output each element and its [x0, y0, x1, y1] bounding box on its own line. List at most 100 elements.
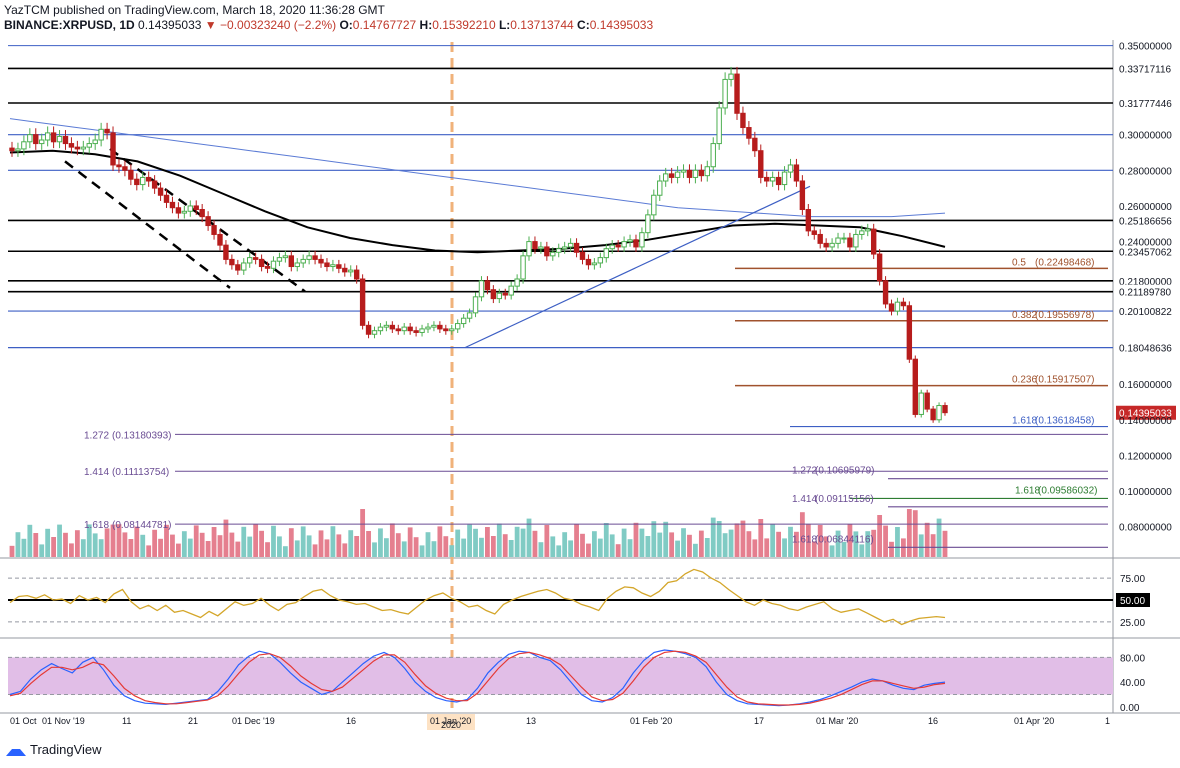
volume-bar	[407, 527, 413, 557]
level-label-box	[1116, 163, 1176, 178]
volume-bar	[223, 519, 229, 557]
candle-body	[33, 134, 39, 145]
volume-bar	[271, 525, 276, 557]
candle-body	[734, 73, 740, 114]
fib-extension-ratio: 1.618	[84, 520, 109, 531]
candle-body	[247, 257, 253, 264]
candle-body	[229, 258, 235, 266]
level-label-box	[1116, 284, 1176, 299]
volume-bar	[342, 543, 348, 557]
volume-bar	[467, 524, 472, 557]
level-label-box	[1116, 213, 1176, 228]
candle-body	[847, 237, 853, 248]
candle-body	[389, 324, 396, 330]
rsi-tick-label: 25.00	[1120, 618, 1145, 629]
volume-bar	[586, 543, 591, 557]
ma-long-line	[9, 118, 946, 218]
stoch-band	[8, 657, 1113, 695]
candle-body	[591, 262, 598, 266]
candle-body	[478, 280, 485, 298]
volume-bar	[158, 538, 163, 557]
candle-body	[882, 280, 889, 305]
volume-bar	[621, 528, 627, 557]
x-tick-label: 21	[188, 716, 198, 726]
candle-body	[561, 246, 568, 250]
candle-body	[597, 257, 604, 264]
volume-bar	[627, 539, 633, 557]
y-tick-label: 0.16000000	[1119, 380, 1172, 391]
close-value: 0.14395033	[589, 18, 654, 32]
volume-bar	[277, 536, 282, 557]
x-tick-label: 01 Dec '19	[232, 716, 275, 726]
candle-body	[585, 258, 592, 266]
volume-bar	[92, 533, 98, 557]
candle-body	[27, 134, 33, 143]
level-label: 0.25186656	[1119, 216, 1172, 227]
x-tick-label: 01 Feb '20	[630, 716, 672, 726]
candle-body	[918, 392, 924, 415]
volume-bar	[443, 536, 449, 557]
low-value: 0.13713744	[510, 18, 574, 32]
volume-bar	[104, 528, 110, 557]
level-label: 0.33717116	[1119, 64, 1172, 75]
candle-body	[211, 225, 217, 235]
candle-body	[781, 171, 788, 186]
volume-bar	[354, 536, 360, 557]
volume-bar	[829, 545, 835, 557]
candle-body	[205, 216, 211, 227]
low-label: L:	[498, 18, 511, 32]
volume-bar	[490, 536, 496, 557]
fib-retracement-value: (0.15917507)	[1035, 375, 1095, 386]
volume-bar	[930, 534, 936, 557]
volume-bar	[544, 525, 550, 557]
candle-body	[865, 228, 871, 232]
volume-bar	[9, 545, 15, 557]
volume-bar	[15, 532, 21, 557]
volume-bar	[704, 538, 710, 557]
candle-body	[942, 405, 948, 414]
y-tick-label: 0.14000000	[1119, 416, 1172, 427]
volume-bar	[217, 535, 223, 557]
candle-body	[437, 324, 443, 330]
candle-body	[365, 324, 372, 335]
candle-body	[163, 194, 170, 203]
candle-body	[86, 143, 92, 148]
candle-body	[413, 330, 419, 333]
volume-bar	[526, 518, 532, 557]
candle-body	[181, 210, 188, 214]
x-tick-highlight	[427, 714, 475, 730]
candle-body	[134, 178, 140, 186]
level-label: 0.21189780	[1119, 288, 1172, 299]
volume-bar	[473, 528, 478, 557]
x-tick-label: 16	[346, 716, 356, 726]
volume-bar	[401, 541, 407, 557]
volume-bar	[348, 530, 354, 557]
x-tick-label: 11	[122, 716, 131, 726]
candle-body	[775, 176, 782, 186]
x-tick-label: 16	[928, 716, 938, 726]
candle-body	[544, 246, 550, 257]
price-levels: 0.5 (0.22498468)0.382(0.19556978)0.236(0.…	[8, 45, 1113, 548]
tradingview-footer[interactable]: TradingView	[6, 742, 102, 757]
candle-body	[799, 180, 806, 211]
volume-bar	[776, 531, 782, 557]
rsi-tick-label: 75.00	[1120, 574, 1145, 585]
fib-retracement-ratio: 0.382	[1012, 310, 1037, 321]
candle-body	[704, 166, 710, 177]
candle-body	[92, 139, 98, 145]
volume-bar	[318, 530, 324, 557]
candle-body	[128, 169, 134, 180]
stoch-tick-label: 0.00	[1120, 703, 1140, 714]
candle-body	[645, 214, 651, 234]
volume-bar	[883, 525, 888, 557]
candle-body	[193, 205, 199, 211]
candle-body	[15, 148, 21, 152]
volume-bar	[45, 528, 51, 557]
candle-body	[74, 146, 81, 150]
volume-bar	[924, 522, 930, 557]
level-label: 0.20100822	[1119, 307, 1172, 318]
candle-body	[740, 112, 746, 129]
candle-body	[859, 230, 865, 235]
volume-bar	[556, 545, 562, 557]
